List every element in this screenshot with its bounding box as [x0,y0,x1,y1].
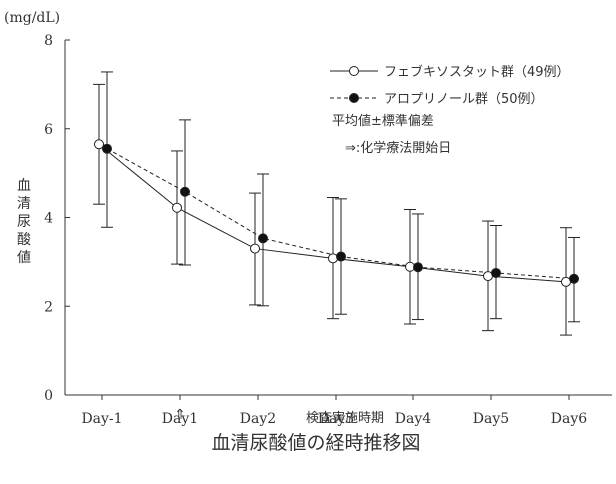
data-point [328,253,338,264]
y-tick-label: 2 [44,299,53,315]
stat-note: 平均値±標準偏差 [332,113,434,129]
y-unit-label: (mg/dL) [4,10,60,26]
y-tick-label: 6 [44,122,53,138]
data-point [102,143,112,154]
data-point [172,202,182,213]
error-bars [93,71,580,336]
legend-label: アロプリノール群（50例） [384,92,544,107]
arrow-note: ⇒:化学療法開始日 [345,140,451,156]
legend: フェブキソスタット群（49例） アロプリノール群（50例） 平均値±標準偏差 ⇒:… [330,64,570,156]
data-point [336,251,346,262]
arrow-marker: ⇑ [174,407,186,423]
data-point [569,273,579,284]
data-point [250,243,260,254]
y-axis-label-char: 血 [17,178,31,194]
y-axis-label-char: 酸 [17,232,31,248]
y-axis-label-char: 値 [17,250,31,266]
y-axis-label: 血清尿酸値 [17,178,31,266]
legend-marker [349,66,359,76]
x-tick-label: Day6 [551,411,587,427]
data-point [180,186,190,197]
data-point [413,262,423,273]
data-point [94,139,104,150]
y-tick-label: 8 [44,33,53,49]
legend-label: フェブキソスタット群（49例） [384,64,570,80]
x-tick-label: Day5 [473,411,509,427]
x-tick-label: Day1 [162,411,198,427]
x-tick-label: Day3 [318,411,354,427]
y-axis-label-char: 尿 [17,214,31,230]
x-tick-label: Day4 [395,411,431,427]
y-tick-label: 4 [44,211,53,227]
data-point [491,267,501,278]
y-ticks: 0 2 4 6 8 [44,33,70,404]
x-ticks: Day-1 Day1 Day2 Day3 Day4 Day5 Day6 [81,395,587,427]
x-tick-label: Day2 [240,411,276,427]
data-point [258,233,268,244]
legend-marker [349,93,359,103]
chart-title: 血清尿酸値の経時推移図 [211,432,420,454]
y-tick-label: 0 [44,388,53,404]
x-tick-label: Day-1 [81,411,122,427]
y-axis-label-char: 清 [17,196,31,212]
x-axis-label: 検査実施時期 [306,410,384,426]
data-points [94,139,579,287]
